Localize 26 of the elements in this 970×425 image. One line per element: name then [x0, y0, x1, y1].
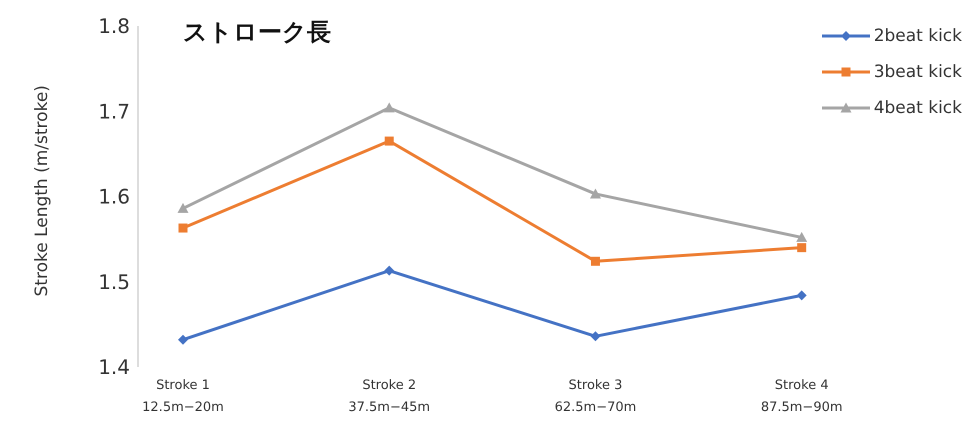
y-tick-label: 1.7 [98, 99, 130, 124]
point [384, 102, 395, 112]
y-tick-label: 1.6 [98, 184, 130, 209]
y-tick-label: 1.8 [98, 14, 130, 38]
legend-label: 3beat kick [874, 62, 962, 82]
point [178, 334, 188, 345]
point [796, 232, 808, 242]
chart-title: ストローク長 [183, 17, 331, 48]
point [796, 290, 807, 300]
x-tick-label: Stroke 3 62.5m−70m [554, 378, 636, 415]
point [178, 224, 188, 233]
point [590, 188, 601, 198]
point [590, 331, 600, 342]
y-tick-label: 1.5 [98, 270, 130, 294]
point [590, 256, 600, 266]
x-tick-label: Stroke 4 87.5m−90m [760, 378, 843, 415]
point [797, 243, 806, 252]
point [178, 202, 188, 213]
legend-label: 2beat kick [874, 26, 962, 46]
legend-label: 4beat kick [874, 98, 962, 118]
x-tick-label: Stroke 1 12.5m−20m [142, 378, 224, 415]
point [384, 266, 394, 276]
point [384, 136, 394, 146]
x-tick-label: Stroke 2 37.5m−45m [348, 378, 430, 415]
y-tick-label: 1.4 [98, 355, 130, 380]
y-axis-title: Stroke Length (m/stroke) [32, 85, 52, 296]
